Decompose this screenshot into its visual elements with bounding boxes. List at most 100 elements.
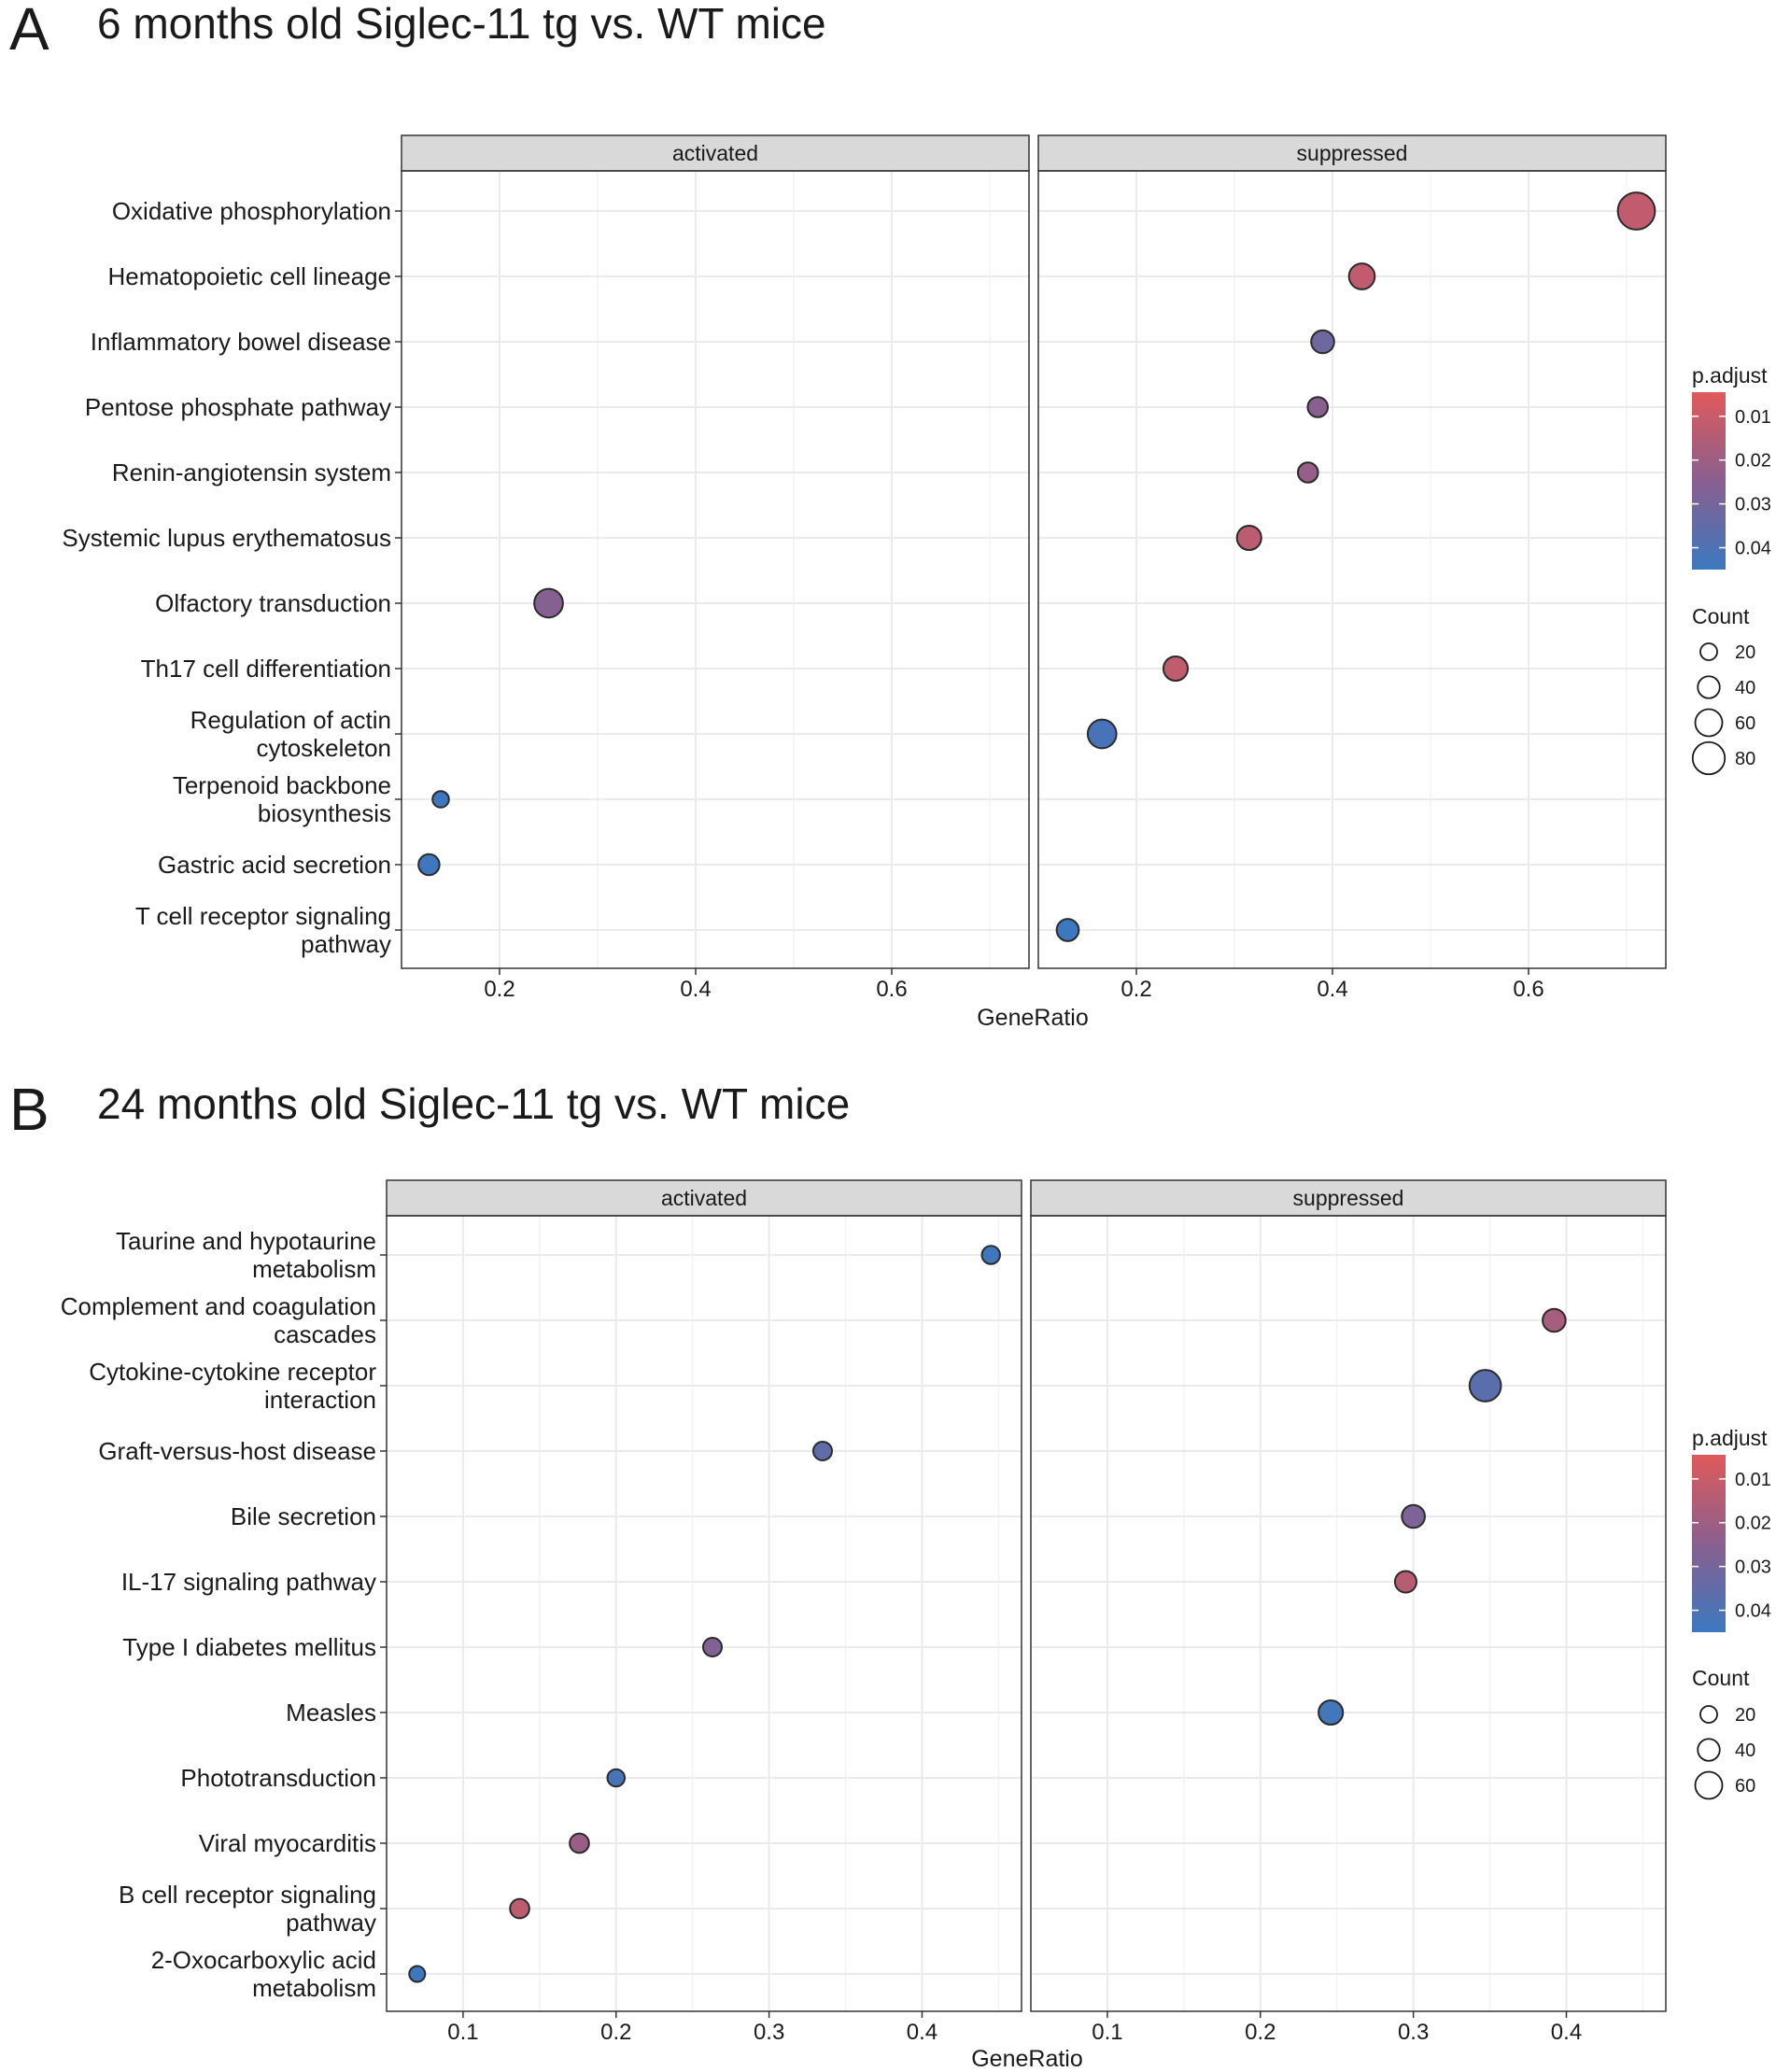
data-point (569, 1832, 590, 1854)
data-point (1616, 191, 1656, 231)
y-category-label-line: Graft-versus-host disease (98, 1437, 376, 1465)
facet-panel-border (1037, 170, 1667, 969)
y-category-label-line: Taurine and hypotaurine (116, 1227, 376, 1255)
data-point (1401, 1503, 1426, 1529)
y-category-label: Systemic lupus erythematosus (62, 524, 391, 552)
color-legend-title: p.adjust (1692, 1426, 1768, 1450)
data-point (431, 790, 450, 809)
y-category-label: Pentose phosphate pathway (85, 393, 391, 421)
x-axis-label: GeneRatio (971, 2046, 1083, 2072)
data-point (1310, 329, 1335, 355)
color-legend-label: 0.03 (1735, 495, 1771, 515)
y-category-label-line: Th17 cell differentiation (141, 655, 391, 683)
y-category-label-line: IL-17 signaling pathway (121, 1568, 376, 1596)
y-category-label-line: interaction (264, 1386, 376, 1414)
facet-strip-label: suppressed (1297, 141, 1408, 165)
size-legend-label: 40 (1735, 678, 1755, 698)
y-category-label: Hematopoietic cell lineage (107, 262, 391, 290)
y-category-label: Measles (286, 1698, 376, 1727)
color-legend-bar (1692, 392, 1726, 570)
color-legend-label: 0.04 (1735, 1601, 1771, 1622)
y-category-label: 2-Oxocarboxylic acid metabolism (151, 1946, 376, 2002)
size-legend-key (1697, 675, 1721, 699)
y-category-label: Bile secretion (231, 1502, 376, 1530)
x-tick-label: 0.2 (1121, 977, 1151, 1002)
facet-strip (401, 134, 1030, 172)
x-tick-label: 0.1 (1092, 2020, 1122, 2045)
color-legend-label: 0.01 (1735, 1470, 1771, 1490)
y-category-label: Renin-angiotensin system (112, 458, 391, 486)
x-axis-label: GeneRatio (977, 1005, 1089, 1031)
y-category-label: Complement and coagulation cascades (61, 1292, 376, 1348)
facet-strip (1030, 1179, 1667, 1217)
x-tick-label: 0.6 (1513, 977, 1543, 1002)
size-legend-key (1699, 1705, 1718, 1724)
y-category-label-line: cascades (274, 1320, 376, 1348)
y-category-label: Olfactory transduction (155, 589, 391, 617)
size-legend-title: Count (1692, 1666, 1750, 1690)
y-category-label-line: metabolism (252, 1255, 376, 1283)
size-legend-key (1694, 708, 1724, 738)
facet-strip-label: activated (661, 1186, 747, 1210)
data-point (1235, 524, 1262, 552)
y-category-label: Taurine and hypotaurine metabolism (116, 1227, 376, 1283)
data-point (1055, 918, 1080, 942)
color-legend-title: p.adjust (1692, 363, 1768, 388)
y-category-label: IL-17 signaling pathway (121, 1568, 376, 1596)
facet-panel-border (386, 1215, 1022, 2012)
facet-strip-label: activated (672, 141, 758, 165)
color-legend-bar (1692, 1455, 1726, 1632)
x-tick-label: 0.2 (1245, 2020, 1276, 2045)
y-category-label-line: B cell receptor signaling (119, 1881, 376, 1909)
facet-strip-label: suppressed (1293, 1186, 1404, 1210)
y-category-label: B cell receptor signaling pathway (119, 1881, 376, 1937)
x-tick-label: 0.3 (1398, 2020, 1429, 2045)
data-point (417, 853, 441, 877)
x-tick-label: 0.3 (754, 2020, 784, 2045)
size-legend-label: 40 (1735, 1741, 1755, 1761)
data-point (811, 1440, 834, 1462)
y-category-label-line: 2-Oxocarboxylic acid (151, 1946, 376, 1974)
y-category-label-line: Terpenoid backbone (173, 771, 391, 799)
y-category-label-line: Regulation of actin (190, 706, 391, 734)
data-point (1542, 1307, 1567, 1333)
y-category-label: Phototransduction (180, 1764, 376, 1792)
panel-letter: A (9, 0, 49, 63)
data-point (1296, 461, 1319, 484)
y-category-label: Graft-versus-host disease (98, 1437, 376, 1465)
facet-panel-border (401, 170, 1030, 969)
y-category-label: Gastric acid secretion (158, 851, 391, 879)
y-category-label-line: Complement and coagulation (61, 1292, 376, 1320)
x-tick-label: 0.1 (447, 2020, 478, 2045)
size-legend-label: 20 (1735, 642, 1755, 663)
y-category-label-line: T cell receptor signaling (135, 902, 391, 930)
y-category-label-line: pathway (286, 1909, 376, 1937)
y-category-label: Type I diabetes mellitus (122, 1633, 376, 1661)
size-legend-title: Count (1692, 604, 1750, 628)
x-tick-label: 0.6 (876, 977, 907, 1002)
y-category-label-line: Viral myocarditis (199, 1829, 376, 1857)
size-legend-key (1697, 1738, 1721, 1762)
x-tick-label: 0.4 (680, 977, 711, 1002)
y-category-label-line: Cytokine-cytokine receptor (89, 1358, 376, 1386)
data-point (1347, 262, 1376, 290)
size-legend-label: 60 (1735, 713, 1755, 734)
data-point (1468, 1369, 1502, 1402)
y-category-label-line: Pentose phosphate pathway (85, 393, 391, 421)
y-category-label-line: Phototransduction (180, 1764, 376, 1792)
color-legend-label: 0.03 (1735, 1558, 1771, 1578)
y-category-label-line: Hematopoietic cell lineage (107, 262, 391, 290)
data-point (1393, 1570, 1417, 1594)
panel-title: 24 months old Siglec-11 tg vs. WT mice (97, 1079, 850, 1128)
y-category-label-line: biosynthesis (258, 799, 391, 827)
y-category-label-line: Renin-angiotensin system (112, 458, 391, 486)
data-point (533, 587, 564, 619)
size-legend-key (1694, 1770, 1724, 1800)
panel-letter: B (9, 1076, 49, 1143)
y-category-label-line: cytoskeleton (256, 734, 391, 762)
data-point (1318, 1698, 1345, 1727)
y-category-label-line: Systemic lupus erythematosus (62, 524, 391, 552)
x-tick-label: 0.4 (1551, 2020, 1582, 2045)
panel-b: B 24 months old Siglec-11 tg vs. WT mice… (9, 1076, 1771, 2072)
size-legend-key (1699, 642, 1718, 661)
